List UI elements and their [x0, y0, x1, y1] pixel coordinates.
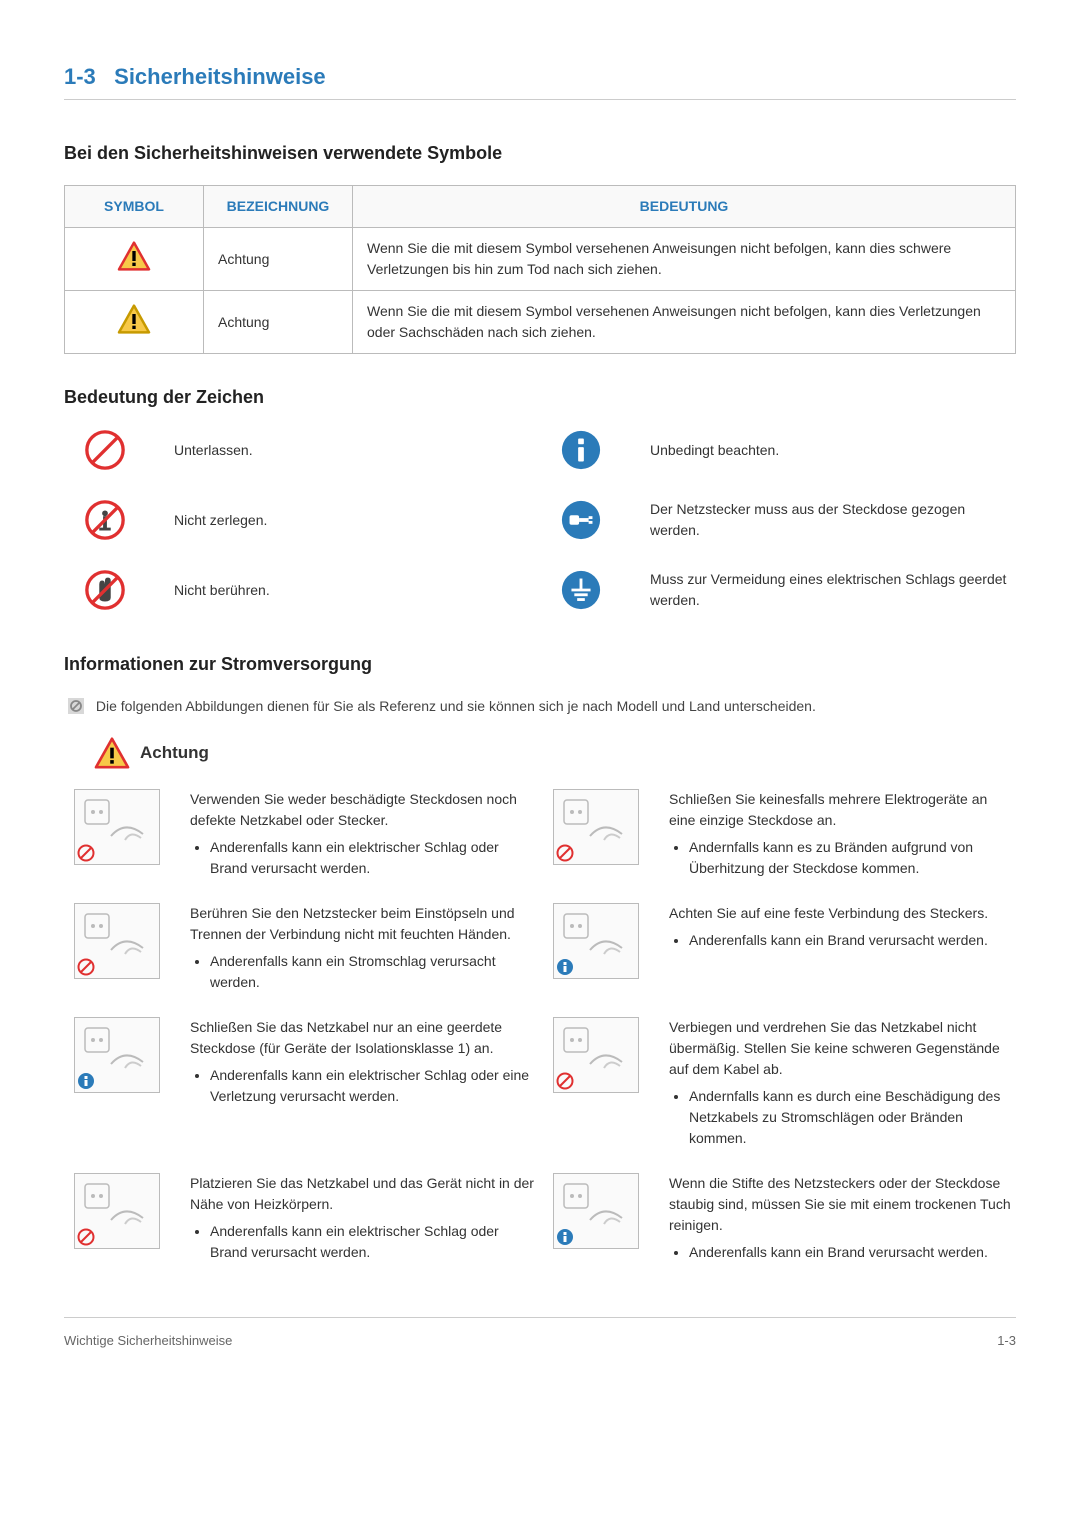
prohibit-badge-icon — [77, 1228, 95, 1246]
prohibit-badge-icon — [556, 1072, 574, 1090]
info-blue-icon — [560, 429, 602, 471]
warning-triangle-icon — [117, 241, 151, 277]
section-symbols-heading: Bei den Sicherheitshinweisen verwendete … — [64, 140, 1016, 167]
page-footer: Wichtige Sicherheitshinweise 1-3 — [64, 1325, 1016, 1351]
power-bullet: Anderenfalls kann ein Brand verursacht w… — [689, 930, 1016, 951]
power-text-cell: Verwenden Sie weder beschädigte Steckdos… — [190, 789, 537, 883]
power-item-bullets: Anderenfalls kann ein Stromschlag verurs… — [190, 951, 537, 993]
footer-right: 1-3 — [997, 1331, 1016, 1351]
power-illustration — [553, 789, 639, 865]
legend-text: Nicht zerlegen. — [174, 510, 540, 531]
power-item-bullets: Anderenfalls kann ein elektrischer Schla… — [190, 1221, 537, 1263]
power-item-text: Schließen Sie keinesfalls mehrere Elektr… — [669, 789, 1016, 831]
info-badge-icon — [556, 958, 574, 976]
power-text-cell: Schließen Sie das Netzkabel nur an eine … — [190, 1017, 537, 1111]
power-bullet: Anderenfalls kann ein Brand verursacht w… — [689, 1242, 1016, 1263]
prohibit-red-icon — [84, 429, 126, 471]
achtung-row: Achtung — [94, 737, 1016, 769]
power-text-cell: Wenn die Stifte des Netzsteckers oder de… — [669, 1173, 1016, 1267]
power-item-bullets: Anderenfalls kann ein Brand verursacht w… — [669, 1242, 1016, 1263]
power-text-cell: Berühren Sie den Netzstecker beim Einstö… — [190, 903, 537, 997]
power-item-bullets: Anderenfalls kann ein elektrischer Schla… — [190, 837, 537, 879]
info-badge-icon — [556, 1228, 574, 1246]
power-item-bullets: Andernfalls kann es durch eine Beschädig… — [669, 1086, 1016, 1149]
power-illustration — [553, 1173, 639, 1249]
legend-text: Nicht berühren. — [174, 580, 540, 601]
legend-text: Unbedingt beachten. — [650, 440, 1016, 461]
power-note-line: Die folgenden Abbildungen dienen für Sie… — [68, 696, 1016, 717]
power-bullet: Andernfalls kann es zu Bränden aufgrund … — [689, 837, 1016, 879]
power-illustration — [74, 903, 160, 979]
power-item-text: Verwenden Sie weder beschädigte Steckdos… — [190, 789, 537, 831]
legend-grid: Unterlassen. Unbedingt beachten. Nicht z… — [84, 429, 1016, 611]
power-item-bullets: Anderenfalls kann ein Brand verursacht w… — [669, 930, 1016, 951]
note-icon — [68, 698, 84, 714]
power-illustration — [74, 1017, 160, 1093]
power-bullet: Anderenfalls kann ein elektrischer Schla… — [210, 1065, 537, 1107]
power-text-cell: Platzieren Sie das Netzkabel und das Ger… — [190, 1173, 537, 1267]
achtung-label: Achtung — [140, 740, 209, 766]
th-meaning: BEDEUTUNG — [353, 186, 1016, 228]
power-bullet: Anderenfalls kann ein Stromschlag verurs… — [210, 951, 537, 993]
symbol-cell — [65, 228, 204, 291]
ground-blue-icon — [560, 569, 602, 611]
section-power-heading: Informationen zur Stromversorgung — [64, 651, 1016, 678]
chapter-heading: 1-3 Sicherheitshinweise — [64, 60, 1016, 100]
prohibit-badge-icon — [556, 844, 574, 862]
footer-rule — [64, 1317, 1016, 1318]
power-item-text: Platzieren Sie das Netzkabel und das Ger… — [190, 1173, 537, 1215]
symbol-cell — [65, 291, 204, 354]
legend-text: Muss zur Vermeidung eines elektrischen S… — [650, 569, 1016, 611]
power-illustration — [74, 789, 160, 865]
power-item-bullets: Andernfalls kann es zu Bränden aufgrund … — [669, 837, 1016, 879]
power-bullet: Anderenfalls kann ein elektrischer Schla… — [210, 1221, 537, 1263]
info-badge-icon — [77, 1072, 95, 1090]
chapter-title: Sicherheitshinweise — [114, 64, 326, 89]
meaning-cell: Wenn Sie die mit diesem Symbol versehene… — [353, 291, 1016, 354]
power-item-text: Verbiegen und verdrehen Sie das Netzkabe… — [669, 1017, 1016, 1080]
power-item-text: Wenn die Stifte des Netzsteckers oder de… — [669, 1173, 1016, 1236]
section-legend-heading: Bedeutung der Zeichen — [64, 384, 1016, 411]
name-cell: Achtung — [204, 291, 353, 354]
power-item-text: Achten Sie auf eine feste Verbindung des… — [669, 903, 1016, 924]
chapter-number: 1-3 — [64, 64, 96, 89]
power-bullet: Anderenfalls kann ein elektrischer Schla… — [210, 837, 537, 879]
power-bullet: Andernfalls kann es durch eine Beschädig… — [689, 1086, 1016, 1149]
power-text-cell: Verbiegen und verdrehen Sie das Netzkabe… — [669, 1017, 1016, 1153]
prohibit-badge-icon — [77, 844, 95, 862]
power-text-cell: Achten Sie auf eine feste Verbindung des… — [669, 903, 1016, 955]
prohibit-badge-icon — [77, 958, 95, 976]
warning-triangle-icon — [94, 737, 130, 769]
symbol-table: SYMBOL BEZEICHNUNG BEDEUTUNG Achtung Wen… — [64, 185, 1016, 354]
warning-triangle-icon — [117, 304, 151, 340]
no-disassemble-red-icon — [84, 499, 126, 541]
power-item-bullets: Anderenfalls kann ein elektrischer Schla… — [190, 1065, 537, 1107]
th-name: BEZEICHNUNG — [204, 186, 353, 228]
power-text-cell: Schließen Sie keinesfalls mehrere Elektr… — [669, 789, 1016, 883]
power-illustration — [553, 1017, 639, 1093]
unplug-blue-icon — [560, 499, 602, 541]
name-cell: Achtung — [204, 228, 353, 291]
power-illustration — [74, 1173, 160, 1249]
meaning-cell: Wenn Sie die mit diesem Symbol versehene… — [353, 228, 1016, 291]
th-symbol: SYMBOL — [65, 186, 204, 228]
table-row: Achtung Wenn Sie die mit diesem Symbol v… — [65, 291, 1016, 354]
power-item-text: Berühren Sie den Netzstecker beim Einstö… — [190, 903, 537, 945]
no-touch-red-icon — [84, 569, 126, 611]
table-row: Achtung Wenn Sie die mit diesem Symbol v… — [65, 228, 1016, 291]
footer-left: Wichtige Sicherheitshinweise — [64, 1331, 232, 1351]
power-note-text: Die folgenden Abbildungen dienen für Sie… — [96, 698, 816, 714]
legend-text: Unterlassen. — [174, 440, 540, 461]
power-illustration — [553, 903, 639, 979]
power-grid: Verwenden Sie weder beschädigte Steckdos… — [74, 789, 1016, 1267]
legend-text: Der Netzstecker muss aus der Steckdose g… — [650, 499, 1016, 541]
power-item-text: Schließen Sie das Netzkabel nur an eine … — [190, 1017, 537, 1059]
